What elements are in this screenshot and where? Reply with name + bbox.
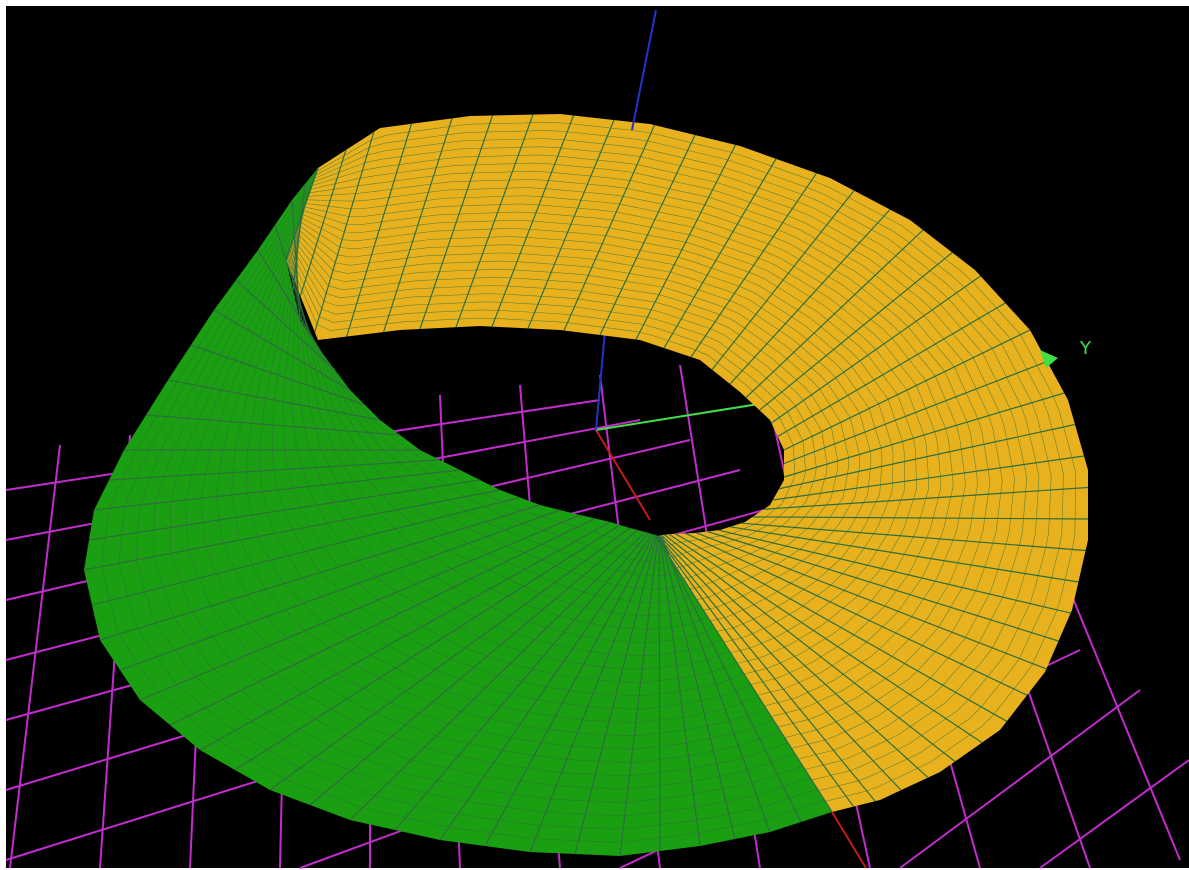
front-band-mesh-ring [295, 233, 708, 630]
triangle-marker-icon [1040, 350, 1058, 368]
front-band-mesh-ring [292, 240, 693, 603]
back-band-mesh-ring [299, 220, 905, 654]
back-band-mesh-ring [291, 242, 839, 590]
front-band-mesh-ring [118, 175, 818, 830]
front-band-mesh-ring [200, 194, 781, 763]
front-band-mesh-ring [271, 213, 745, 696]
front-band-mesh-ring [135, 179, 811, 816]
front-band-mesh-ring [288, 252, 672, 564]
mobius-strip-front-band[interactable] [83, 167, 833, 857]
back-band-mesh-ring [304, 203, 954, 696]
back-band-mesh-ring [296, 227, 883, 632]
back-band-mesh-ring [293, 238, 850, 600]
front-band-mesh-ring [216, 198, 774, 750]
front-band-mesh-ring [153, 183, 803, 803]
back-band-mesh-ring [312, 146, 1040, 770]
front-band-mesh-ring [101, 171, 825, 843]
back-band-mesh-ring [308, 179, 991, 728]
grid-line [1039, 759, 1189, 869]
back-band-mesh-ring [314, 138, 1052, 781]
back-band-face [286, 114, 1088, 812]
front-band-mesh-ring [169, 187, 796, 790]
back-band-mesh-ring [288, 252, 806, 558]
back-band-mesh-ring [289, 249, 817, 569]
back-band-mesh-ring [316, 122, 1077, 802]
front-band-mesh-ring [293, 236, 701, 617]
x-axis-lower-line [831, 811, 867, 869]
back-band-mesh-ring [301, 213, 929, 675]
back-band-mesh-ring [290, 245, 828, 579]
back-band-mesh-ring [311, 154, 1028, 760]
back-band-mesh-ring [306, 187, 979, 717]
y-axis-label: Y [1079, 338, 1092, 359]
front-band-mesh-ring [289, 248, 679, 577]
grid-line [9, 444, 61, 869]
front-band-mesh-ring [185, 190, 789, 776]
mobius-strip-back-band[interactable] [285, 114, 1089, 813]
front-band-mesh-ring [296, 229, 715, 643]
back-band-mesh-ring [300, 217, 917, 664]
front-band-face [84, 168, 832, 856]
back-band-mesh-ring [315, 130, 1064, 792]
grid-line [899, 689, 1141, 869]
back-band-mesh-ring [303, 210, 942, 685]
front-band-mesh-ring [259, 210, 752, 710]
back-band-mesh-ring [298, 224, 894, 643]
front-band-mesh-ring [296, 225, 723, 657]
back-band-mesh-ring [310, 162, 1015, 749]
front-band-mesh-ring [291, 244, 686, 590]
z-axis-line [595, 319, 607, 431]
front-band-mesh-ring [246, 206, 759, 723]
front-band-mesh-ring [291, 221, 730, 670]
back-band-mesh-ring [294, 235, 861, 611]
back-band-mesh-ring [309, 170, 1003, 738]
front-band-mesh-line [99, 504, 541, 641]
front-band-mesh-ring [282, 217, 737, 683]
back-band-mesh-ring [286, 256, 796, 547]
x-axis-line [595, 429, 651, 521]
z-axis-upper-line [631, 9, 657, 131]
front-band-mesh-ring [231, 202, 767, 736]
back-band-mesh-ring [305, 195, 966, 707]
back-band-mesh-ring [295, 231, 872, 622]
front-band-mesh-ring [287, 256, 667, 551]
